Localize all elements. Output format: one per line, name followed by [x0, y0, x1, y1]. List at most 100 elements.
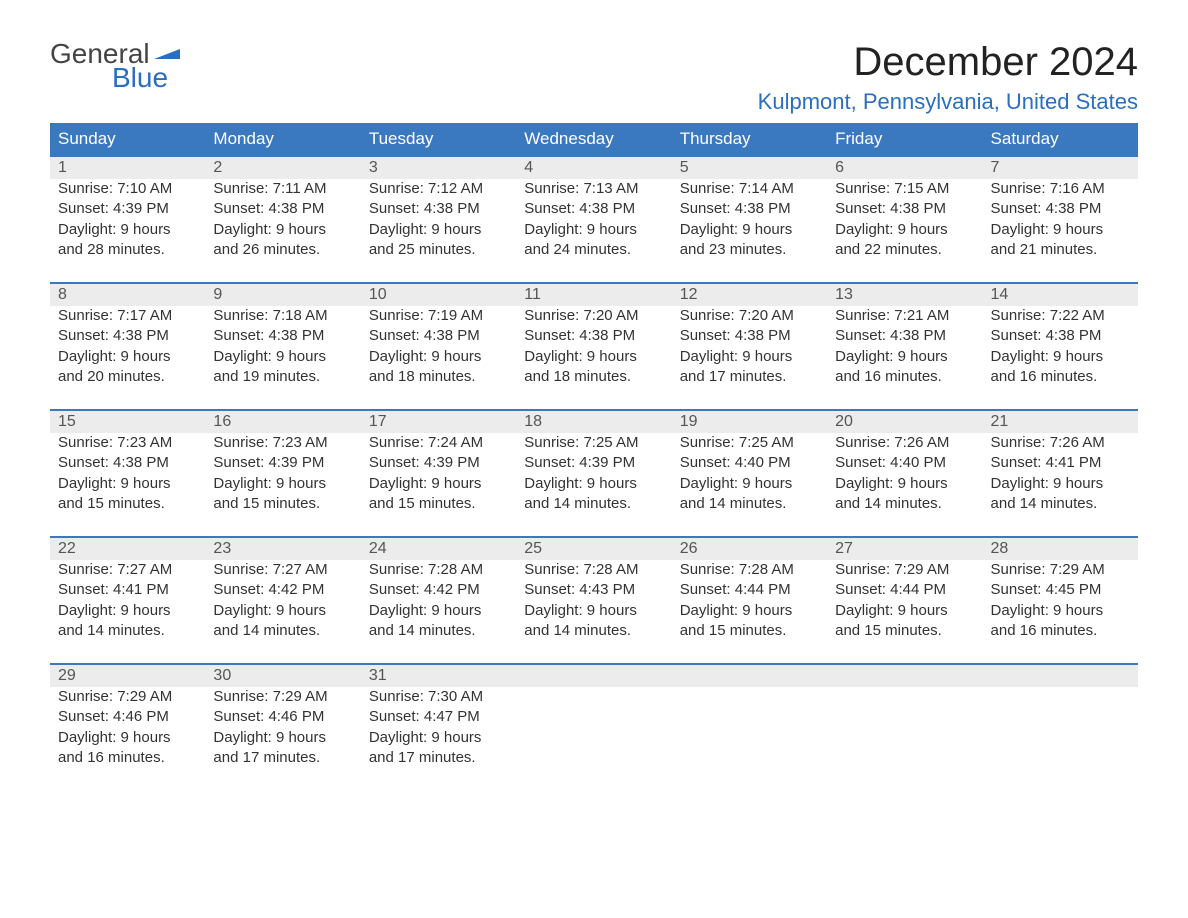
daylight-line: Daylight: 9 hours and 22 minutes.: [835, 220, 974, 261]
day-number-row: 1234567: [50, 157, 1138, 179]
day-cell: Sunrise: 7:21 AMSunset: 4:38 PMDaylight:…: [827, 306, 982, 391]
calendar-week: 22232425262728Sunrise: 7:27 AMSunset: 4:…: [50, 536, 1138, 645]
sunrise-line: Sunrise: 7:23 AM: [213, 433, 352, 453]
sunset-line: Sunset: 4:38 PM: [991, 199, 1130, 219]
daylight-line: Daylight: 9 hours and 15 minutes.: [369, 474, 508, 515]
sunrise-line: Sunrise: 7:26 AM: [991, 433, 1130, 453]
sunrise-line: Sunrise: 7:28 AM: [680, 560, 819, 580]
sunrise-line: Sunrise: 7:12 AM: [369, 179, 508, 199]
day-cell: Sunrise: 7:29 AMSunset: 4:46 PMDaylight:…: [50, 687, 205, 772]
sunrise-line: Sunrise: 7:13 AM: [524, 179, 663, 199]
weekday-header: Tuesday: [361, 123, 516, 155]
sunset-line: Sunset: 4:39 PM: [213, 453, 352, 473]
weekday-header: Wednesday: [516, 123, 671, 155]
daylight-line: Daylight: 9 hours and 17 minutes.: [369, 728, 508, 769]
day-cell: Sunrise: 7:29 AMSunset: 4:45 PMDaylight:…: [983, 560, 1138, 645]
sunrise-line: Sunrise: 7:21 AM: [835, 306, 974, 326]
day-cell: Sunrise: 7:15 AMSunset: 4:38 PMDaylight:…: [827, 179, 982, 264]
daylight-line: Daylight: 9 hours and 14 minutes.: [991, 474, 1130, 515]
logo-word-2: Blue: [112, 64, 180, 92]
daylight-line: Daylight: 9 hours and 24 minutes.: [524, 220, 663, 261]
daylight-line: Daylight: 9 hours and 15 minutes.: [680, 601, 819, 642]
sunrise-line: Sunrise: 7:29 AM: [991, 560, 1130, 580]
day-cell: Sunrise: 7:28 AMSunset: 4:43 PMDaylight:…: [516, 560, 671, 645]
day-number: 30: [205, 665, 360, 687]
sunset-line: Sunset: 4:38 PM: [58, 326, 197, 346]
day-number: 17: [361, 411, 516, 433]
day-cell: Sunrise: 7:28 AMSunset: 4:42 PMDaylight:…: [361, 560, 516, 645]
day-body-row: Sunrise: 7:10 AMSunset: 4:39 PMDaylight:…: [50, 179, 1138, 264]
sunrise-line: Sunrise: 7:19 AM: [369, 306, 508, 326]
daylight-line: Daylight: 9 hours and 14 minutes.: [524, 474, 663, 515]
calendar: SundayMondayTuesdayWednesdayThursdayFrid…: [50, 123, 1138, 772]
daylight-line: Daylight: 9 hours and 26 minutes.: [213, 220, 352, 261]
day-number-row: 15161718192021: [50, 411, 1138, 433]
sunset-line: Sunset: 4:44 PM: [680, 580, 819, 600]
sunset-line: Sunset: 4:38 PM: [58, 453, 197, 473]
location-subtitle: Kulpmont, Pennsylvania, United States: [758, 89, 1138, 115]
day-cell: Sunrise: 7:26 AMSunset: 4:41 PMDaylight:…: [983, 433, 1138, 518]
day-number: 10: [361, 284, 516, 306]
sunset-line: Sunset: 4:39 PM: [58, 199, 197, 219]
day-number: 29: [50, 665, 205, 687]
day-number: 25: [516, 538, 671, 560]
day-cell: Sunrise: 7:20 AMSunset: 4:38 PMDaylight:…: [516, 306, 671, 391]
day-body-row: Sunrise: 7:17 AMSunset: 4:38 PMDaylight:…: [50, 306, 1138, 391]
day-cell: Sunrise: 7:29 AMSunset: 4:46 PMDaylight:…: [205, 687, 360, 772]
day-cell: [827, 687, 982, 772]
day-cell: Sunrise: 7:28 AMSunset: 4:44 PMDaylight:…: [672, 560, 827, 645]
day-cell: Sunrise: 7:30 AMSunset: 4:47 PMDaylight:…: [361, 687, 516, 772]
daylight-line: Daylight: 9 hours and 19 minutes.: [213, 347, 352, 388]
daylight-line: Daylight: 9 hours and 16 minutes.: [991, 347, 1130, 388]
weekday-header: Sunday: [50, 123, 205, 155]
sunset-line: Sunset: 4:38 PM: [524, 199, 663, 219]
sunrise-line: Sunrise: 7:23 AM: [58, 433, 197, 453]
sunset-line: Sunset: 4:40 PM: [680, 453, 819, 473]
sunset-line: Sunset: 4:38 PM: [213, 199, 352, 219]
sunrise-line: Sunrise: 7:28 AM: [524, 560, 663, 580]
sunrise-line: Sunrise: 7:14 AM: [680, 179, 819, 199]
weekday-header-row: SundayMondayTuesdayWednesdayThursdayFrid…: [50, 123, 1138, 155]
day-cell: Sunrise: 7:16 AMSunset: 4:38 PMDaylight:…: [983, 179, 1138, 264]
sunset-line: Sunset: 4:38 PM: [835, 326, 974, 346]
sunrise-line: Sunrise: 7:28 AM: [369, 560, 508, 580]
day-number-row: 293031: [50, 665, 1138, 687]
sunrise-line: Sunrise: 7:27 AM: [58, 560, 197, 580]
day-number: [827, 665, 982, 687]
day-number: 13: [827, 284, 982, 306]
calendar-week: 1234567Sunrise: 7:10 AMSunset: 4:39 PMDa…: [50, 155, 1138, 264]
day-number: 1: [50, 157, 205, 179]
daylight-line: Daylight: 9 hours and 16 minutes.: [835, 347, 974, 388]
sunrise-line: Sunrise: 7:20 AM: [680, 306, 819, 326]
day-number: [516, 665, 671, 687]
day-cell: [516, 687, 671, 772]
day-cell: [983, 687, 1138, 772]
day-cell: Sunrise: 7:27 AMSunset: 4:42 PMDaylight:…: [205, 560, 360, 645]
sunrise-line: Sunrise: 7:15 AM: [835, 179, 974, 199]
sunset-line: Sunset: 4:44 PM: [835, 580, 974, 600]
day-body-row: Sunrise: 7:27 AMSunset: 4:41 PMDaylight:…: [50, 560, 1138, 645]
day-cell: Sunrise: 7:19 AMSunset: 4:38 PMDaylight:…: [361, 306, 516, 391]
sunset-line: Sunset: 4:39 PM: [524, 453, 663, 473]
sunset-line: Sunset: 4:38 PM: [369, 326, 508, 346]
sunrise-line: Sunrise: 7:30 AM: [369, 687, 508, 707]
sunset-line: Sunset: 4:40 PM: [835, 453, 974, 473]
sunset-line: Sunset: 4:46 PM: [58, 707, 197, 727]
calendar-week: 15161718192021Sunrise: 7:23 AMSunset: 4:…: [50, 409, 1138, 518]
day-number: 9: [205, 284, 360, 306]
day-number: 24: [361, 538, 516, 560]
daylight-line: Daylight: 9 hours and 14 minutes.: [369, 601, 508, 642]
month-title: December 2024: [758, 40, 1138, 85]
day-cell: Sunrise: 7:26 AMSunset: 4:40 PMDaylight:…: [827, 433, 982, 518]
weekday-header: Thursday: [672, 123, 827, 155]
sunset-line: Sunset: 4:38 PM: [835, 199, 974, 219]
day-number: 2: [205, 157, 360, 179]
day-number-row: 891011121314: [50, 284, 1138, 306]
day-number: 19: [672, 411, 827, 433]
day-body-row: Sunrise: 7:23 AMSunset: 4:38 PMDaylight:…: [50, 433, 1138, 518]
day-number: 18: [516, 411, 671, 433]
title-block: December 2024 Kulpmont, Pennsylvania, Un…: [758, 40, 1138, 115]
sunrise-line: Sunrise: 7:22 AM: [991, 306, 1130, 326]
day-number: 11: [516, 284, 671, 306]
day-number: 21: [983, 411, 1138, 433]
